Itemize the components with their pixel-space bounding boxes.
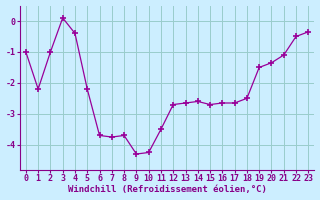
X-axis label: Windchill (Refroidissement éolien,°C): Windchill (Refroidissement éolien,°C) — [68, 185, 267, 194]
